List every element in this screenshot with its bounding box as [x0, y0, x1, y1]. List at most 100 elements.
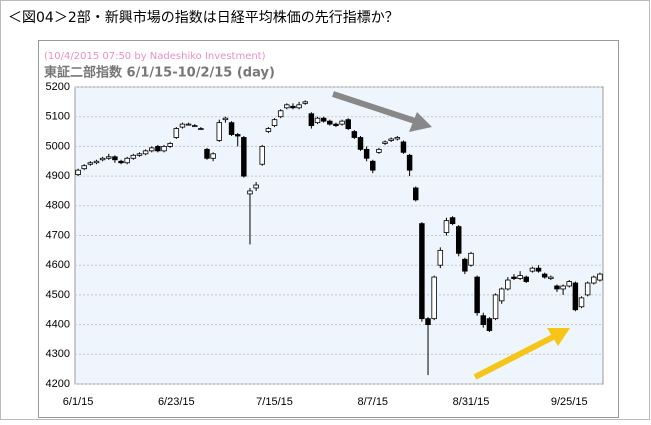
candle-body	[75, 169, 81, 176]
y-tick-label: 5200	[46, 81, 70, 93]
candle-body	[443, 220, 450, 233]
y-tick-label: 4800	[46, 200, 70, 212]
candle-body	[535, 267, 542, 272]
candle-body	[578, 297, 585, 308]
candle-body	[198, 128, 204, 130]
candle-body	[419, 223, 425, 320]
candle-body	[136, 153, 143, 156]
candle-body	[554, 285, 560, 290]
candle-body	[112, 156, 118, 161]
x-tick-label: 8/7/15	[357, 396, 388, 408]
candle-body	[480, 315, 487, 326]
candle-body	[142, 150, 149, 155]
candle-body	[118, 160, 124, 164]
candle-body	[210, 153, 216, 159]
candle-body	[357, 137, 364, 150]
candle-body	[529, 267, 536, 272]
candle-body	[308, 113, 315, 127]
candle-body	[394, 137, 401, 140]
candle-body	[179, 123, 186, 128]
y-tick-label: 4500	[46, 289, 70, 301]
candle-body	[363, 148, 370, 159]
candle-body	[161, 145, 167, 152]
candle-body	[302, 101, 308, 104]
candle-body	[431, 276, 437, 320]
candle-body	[449, 217, 456, 225]
candle-body	[284, 104, 290, 109]
candle-body	[247, 190, 253, 195]
arrow-gray	[332, 91, 432, 132]
x-tick-label: 9/25/15	[551, 396, 588, 408]
candle-body	[388, 138, 394, 141]
candle-body	[271, 119, 278, 127]
candle-body	[314, 117, 321, 124]
candle-body	[290, 105, 296, 109]
candle-body	[498, 288, 505, 302]
candle-body	[511, 276, 517, 279]
candle-body	[406, 154, 413, 171]
candle-body	[486, 318, 493, 331]
candle-body	[185, 123, 192, 126]
candle-body	[277, 110, 284, 118]
candle-body	[106, 156, 112, 159]
candle-body	[253, 184, 259, 189]
arrow-yellow	[473, 328, 570, 380]
candle-body	[228, 122, 235, 135]
y-tick-label: 5000	[46, 140, 70, 152]
candle-body	[548, 276, 554, 279]
candle-body	[400, 141, 407, 153]
y-tick-label: 4600	[46, 259, 70, 271]
candle-body	[320, 117, 327, 122]
candle-body	[566, 281, 572, 287]
candle-body	[241, 137, 247, 177]
candle-body	[437, 249, 444, 266]
y-tick-label: 4900	[46, 170, 70, 182]
candle-body	[376, 148, 382, 153]
chart-subtitle: (10/4/2015 07:50 by Nadeshiko Investment…	[44, 51, 266, 62]
candle-body	[124, 157, 130, 164]
candle-body	[572, 282, 579, 311]
candle-body	[591, 276, 597, 284]
x-tick-label: 6/23/15	[158, 396, 195, 408]
candle-body	[505, 279, 511, 290]
page-title: ＜図04＞2部・新興市場の指数は日経平均株価の先行指標か？	[8, 9, 399, 26]
chart-title: 東証二部指数 6/1/15-10/2/15 (day)	[44, 65, 275, 81]
x-tick-label: 6/1/15	[63, 396, 94, 408]
y-tick-label: 4300	[46, 348, 70, 360]
candle-body	[517, 275, 523, 279]
candle-body	[222, 117, 229, 121]
candle-body	[259, 145, 265, 165]
candle-body	[345, 119, 351, 129]
candle-body	[541, 273, 548, 278]
candle-body	[265, 128, 272, 132]
candle-body	[413, 187, 419, 201]
candle-body	[204, 148, 210, 159]
candle-body	[234, 134, 241, 137]
candle-body	[167, 143, 173, 147]
candle-body	[191, 125, 198, 128]
candle-body	[370, 160, 376, 171]
candle-body	[149, 147, 155, 152]
candle-body	[296, 104, 302, 109]
x-tick-label: 7/15/15	[256, 396, 293, 408]
y-tick-label: 4400	[46, 319, 70, 331]
candle-body	[93, 160, 100, 164]
candle-body	[382, 141, 388, 144]
y-tick-label: 4700	[46, 229, 70, 241]
candle-body	[492, 294, 499, 320]
candle-body	[351, 131, 358, 138]
candle-body	[173, 128, 180, 138]
candle-body	[327, 120, 333, 125]
candle-body	[597, 273, 603, 281]
candle-body	[216, 122, 223, 141]
candle-body	[81, 165, 87, 170]
candle-body	[474, 276, 480, 314]
candle-body	[339, 120, 345, 125]
candle-body	[130, 154, 137, 159]
candle-body	[455, 226, 462, 254]
candle-body	[462, 258, 468, 272]
x-tick-label: 8/31/15	[453, 396, 490, 408]
y-tick-label: 5100	[46, 111, 70, 123]
candle-body	[333, 123, 339, 127]
